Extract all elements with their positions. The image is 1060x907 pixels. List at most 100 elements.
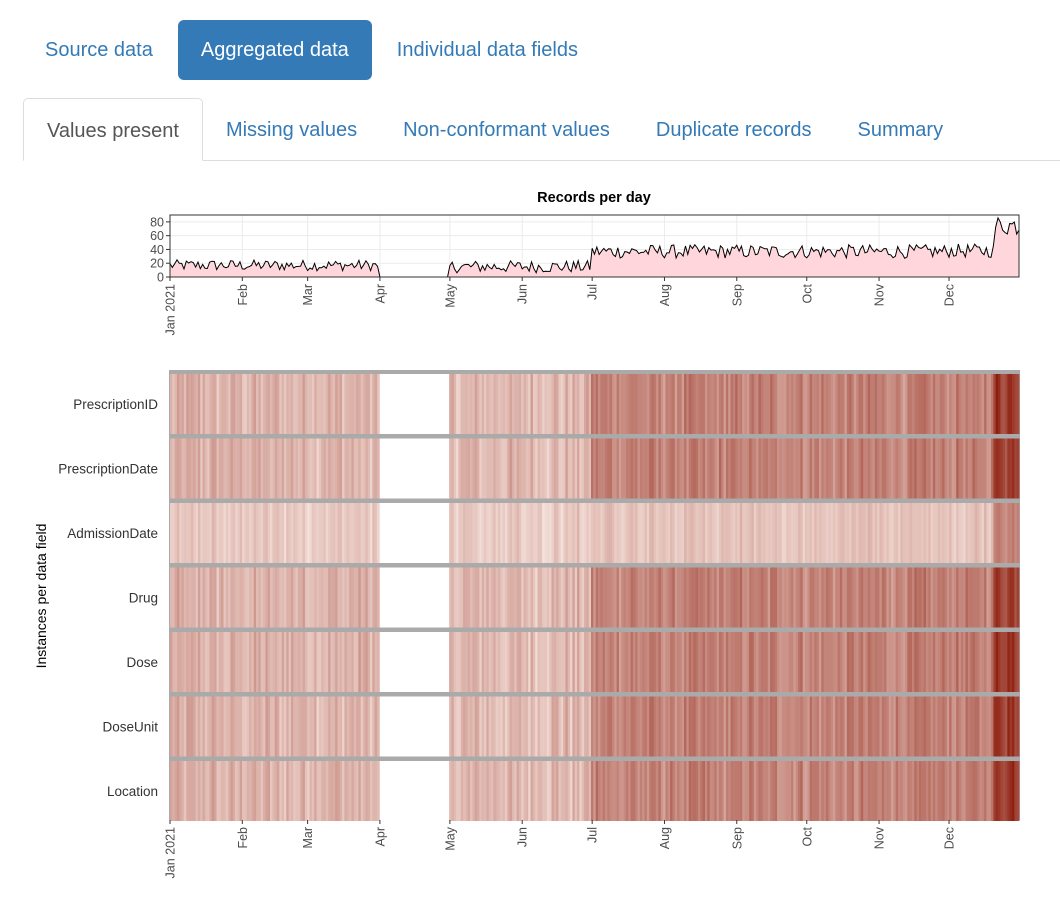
heatmap-cell <box>311 761 315 821</box>
hm-x-tick-label: Jun <box>516 827 530 847</box>
y-tick-label: 60 <box>150 229 164 243</box>
heatmap-cell <box>288 503 292 563</box>
heatmap-cell <box>609 696 613 757</box>
pill-individual-data-fields[interactable]: Individual data fields <box>396 39 578 61</box>
heatmap-cell <box>672 761 676 821</box>
tab-duplicate-records[interactable]: Duplicate records <box>655 119 812 141</box>
heatmap-cell <box>272 503 276 563</box>
heatmap-cell <box>698 632 701 692</box>
heatmap-cell <box>551 438 555 499</box>
heatmap-cell <box>639 632 643 692</box>
heatmap-cell <box>372 761 376 821</box>
heatmap-cell <box>577 567 580 628</box>
heatmap-cell <box>653 632 657 692</box>
heatmap-cell <box>358 374 362 434</box>
heatmap-cell <box>770 438 773 499</box>
heatmap-cell <box>998 632 1001 692</box>
heatmap-cell <box>179 503 183 563</box>
heatmap-cell <box>463 696 466 757</box>
heatmap-cell <box>486 761 490 821</box>
heatmap-cell <box>204 632 208 692</box>
heatmap-cell <box>351 503 355 563</box>
tab-missing-values[interactable]: Missing values <box>225 119 358 141</box>
heatmap-cell <box>995 761 999 821</box>
heatmap-cell <box>176 503 180 563</box>
heatmap-cell <box>907 761 911 821</box>
heatmap-cell <box>730 567 734 628</box>
heatmap-cell <box>497 374 501 434</box>
heatmap-cell <box>274 374 278 434</box>
heatmap-cell <box>463 632 466 692</box>
heatmap-cell <box>811 696 815 757</box>
heatmap-row-label: Dose <box>126 655 158 670</box>
heatmap-cell <box>242 632 245 692</box>
heatmap-cell <box>225 374 229 434</box>
heatmap-cell <box>504 632 508 692</box>
heatmap-cell <box>330 374 334 434</box>
heatmap-cell <box>349 696 352 757</box>
heatmap-cell <box>523 632 527 692</box>
pill-source-data[interactable]: Source data <box>45 39 153 61</box>
heatmap-cell <box>523 438 527 499</box>
heatmap-cell <box>795 632 799 692</box>
heatmap-cell <box>974 567 978 628</box>
heatmap-cell <box>295 503 299 563</box>
heatmap-cell <box>649 438 652 499</box>
heatmap-cell <box>374 567 378 628</box>
heatmap-cell <box>688 567 692 628</box>
heatmap-cell <box>807 438 811 499</box>
heatmap-cell <box>481 696 485 757</box>
heatmap-cell <box>325 761 329 821</box>
heatmap-cell <box>895 567 899 628</box>
heatmap-cell <box>600 374 604 434</box>
heatmap-cell <box>839 632 843 692</box>
heatmap-cell <box>321 503 324 563</box>
heatmap-cell <box>786 632 790 692</box>
heatmap-cell <box>693 696 697 757</box>
heatmap-cell <box>453 696 457 757</box>
heatmap-cell <box>758 438 762 499</box>
heatmap-cell <box>581 761 585 821</box>
pill-aggregated-data[interactable]: Aggregated data <box>177 20 372 80</box>
heatmap-cell <box>821 696 825 757</box>
heatmap-cell <box>544 374 548 434</box>
heatmap-cell <box>816 438 820 499</box>
heatmap-cell <box>721 761 724 821</box>
ts-x-tick-label: Jun <box>516 284 530 304</box>
heatmap-cell <box>672 632 676 692</box>
heatmap-cell <box>316 438 320 499</box>
heatmap-cell <box>912 503 915 563</box>
heatmap-cell <box>658 761 662 821</box>
heatmap-cell <box>553 438 557 499</box>
heatmap-cell <box>270 761 273 821</box>
ts-x-tick-label: Sep <box>730 284 744 306</box>
heatmap-cell <box>288 438 292 499</box>
heatmap-cell <box>900 374 904 434</box>
heatmap-cell <box>558 696 562 757</box>
tab-values-present[interactable]: Values present <box>23 98 203 161</box>
ts-x-tick-label: Aug <box>658 284 672 306</box>
heatmap-cell <box>674 632 678 692</box>
heatmap-cell <box>186 632 190 692</box>
heatmap-row: PrescriptionID <box>73 374 1020 434</box>
heatmap-cell <box>581 632 585 692</box>
heatmap-cell <box>674 696 678 757</box>
heatmap-cell <box>525 632 529 692</box>
heatmap-cell <box>528 567 531 628</box>
heatmap-cell <box>342 438 345 499</box>
heatmap-cell <box>286 632 290 692</box>
heatmap-cell <box>642 632 645 692</box>
tab-summary[interactable]: Summary <box>857 119 944 141</box>
heatmap-cell <box>856 632 859 692</box>
tab-non-conformant-values[interactable]: Non-conformant values <box>403 119 610 141</box>
heatmap-cell <box>500 438 504 499</box>
heatmap-cell <box>914 438 918 499</box>
heatmap-cell <box>272 374 276 434</box>
heatmap-cell <box>335 374 338 434</box>
heatmap-cell <box>981 503 985 563</box>
hm-x-tick-label: Mar <box>301 827 315 849</box>
heatmap-cell <box>335 632 338 692</box>
heatmap-cell <box>886 503 890 563</box>
heatmap-cell <box>237 374 241 434</box>
heatmap-cell <box>237 567 241 628</box>
